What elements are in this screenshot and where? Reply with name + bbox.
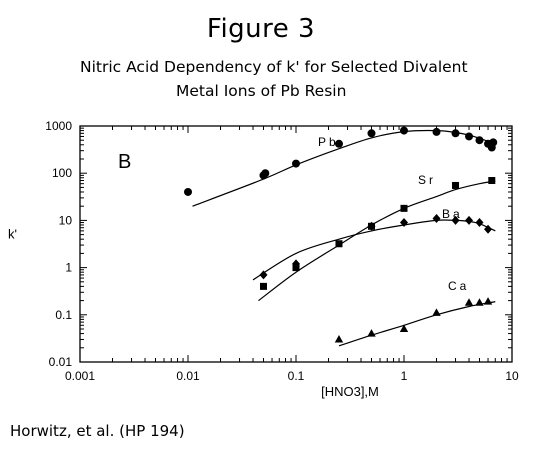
point-ba <box>484 224 493 234</box>
fit-line-ba <box>252 219 496 281</box>
point-pb <box>489 138 498 147</box>
point-ba <box>292 259 300 269</box>
point-ca <box>432 308 441 316</box>
chart-title-line2: Metal Ions of Pb Resin <box>176 82 347 100</box>
x-tick-label: 0.001 <box>65 369 95 383</box>
y-tick-label: 1000 <box>45 119 72 133</box>
point-sr <box>488 177 496 185</box>
point-pb <box>292 159 300 168</box>
y-tick-label: 100 <box>52 166 72 180</box>
point-pb <box>334 139 343 148</box>
series-label-ba: Ba <box>442 207 463 221</box>
series-label-ca: Ca <box>448 279 469 293</box>
point-pb <box>184 187 192 196</box>
point-ba <box>367 221 376 231</box>
point-pb <box>451 129 460 138</box>
point-ba <box>400 218 408 228</box>
point-ca <box>483 297 493 305</box>
x-tick-label: 10 <box>505 369 519 383</box>
point-ca <box>367 329 376 337</box>
point-ba <box>451 215 460 225</box>
series-label-pb: Pb <box>318 135 339 149</box>
fit-line-pb <box>192 129 496 207</box>
point-pb <box>465 132 474 141</box>
x-tick-label: 0.1 <box>288 369 305 383</box>
point-ca <box>464 298 474 306</box>
panel-label: B <box>118 151 131 173</box>
point-ca <box>334 334 344 343</box>
point-ca <box>399 324 409 333</box>
chart-title-line1: Nitric Acid Dependency of k' for Selecte… <box>80 58 468 76</box>
point-sr <box>259 282 267 290</box>
y-tick-label: 0.01 <box>49 355 73 369</box>
series-label-sr: Sr <box>418 173 436 187</box>
y-tick-label: 1 <box>65 261 72 275</box>
y-tick-label: 10 <box>59 213 73 227</box>
credit-text: Horwitz, et al. (HP 194) <box>10 422 185 440</box>
x-tick-label: 1 <box>401 369 408 383</box>
point-sr <box>400 204 408 212</box>
fit-line-ca <box>338 301 496 347</box>
y-axis-label: k' <box>8 226 17 241</box>
point-sr <box>452 181 460 189</box>
point-pb <box>475 136 484 145</box>
point-pb <box>367 129 376 138</box>
x-tick-label: 0.01 <box>176 369 200 383</box>
point-pb <box>261 169 270 178</box>
point-pb <box>432 127 441 136</box>
point-sr <box>335 240 343 248</box>
y-tick-label: 0.1 <box>55 308 72 322</box>
point-ba <box>259 270 268 280</box>
figure-label: Figure 3 <box>206 14 316 44</box>
point-ba <box>465 215 474 225</box>
point-pb <box>400 126 408 135</box>
x-axis-label: [HNO3],M <box>321 384 379 399</box>
point-ca <box>475 298 484 306</box>
point-ba <box>432 213 441 223</box>
point-ba <box>475 218 484 228</box>
